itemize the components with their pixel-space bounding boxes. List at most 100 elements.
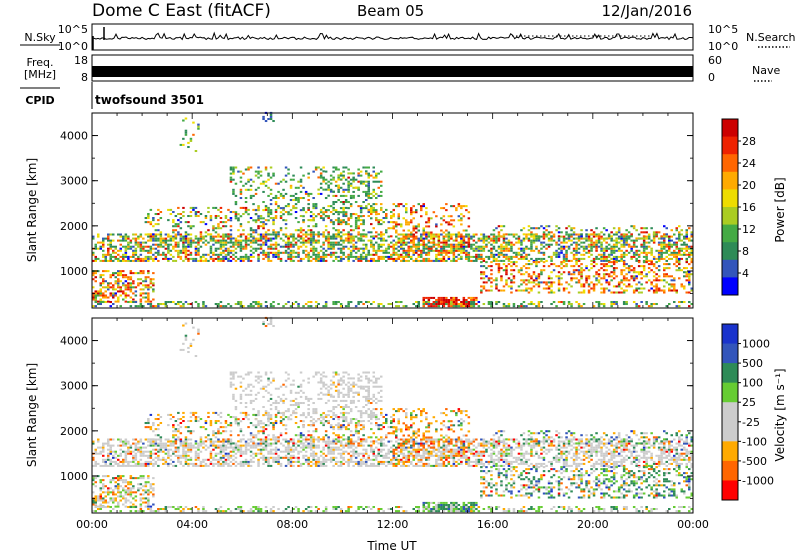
- velocity-cell: [247, 438, 250, 441]
- power-cell: [307, 301, 310, 304]
- power-cell: [324, 235, 328, 238]
- power-cell: [580, 263, 583, 266]
- power-cell: [663, 269, 666, 272]
- freq-panel: Freq. [MHz] 18 8 60 0 Nave: [24, 54, 781, 84]
- power-cell: [632, 269, 636, 272]
- power-cell: [297, 199, 300, 202]
- power-cell: [647, 233, 651, 236]
- velocity-cell: [174, 438, 178, 441]
- power-cell: [427, 303, 431, 306]
- power-cell: [625, 303, 628, 306]
- power-cell: [239, 301, 243, 304]
- power-cell: [690, 273, 693, 276]
- power-cell: [344, 166, 348, 169]
- power-cell: [259, 174, 263, 177]
- power-cell: [627, 251, 631, 254]
- power-cell: [167, 239, 170, 242]
- power-cell: [527, 247, 531, 250]
- power-cell: [435, 247, 438, 250]
- power-cell: [585, 245, 588, 248]
- power-cell: [495, 227, 498, 230]
- power-cell: [249, 178, 253, 181]
- power-cell: [267, 174, 270, 177]
- power-cell: [492, 239, 496, 242]
- velocity-cell: [182, 452, 185, 455]
- power-cell: [547, 291, 551, 294]
- power-cell: [134, 249, 138, 252]
- power-cell: [412, 243, 415, 246]
- velocity-cell: [292, 460, 295, 463]
- power-cell: [367, 166, 370, 169]
- power-cell: [119, 280, 122, 283]
- power-cell: [472, 296, 476, 299]
- power-cell: [142, 257, 145, 260]
- power-cell: [375, 251, 378, 254]
- power-cell: [134, 247, 138, 250]
- power-cell: [490, 273, 493, 276]
- power-cell: [239, 188, 243, 191]
- power-cell: [179, 213, 183, 216]
- power-cell: [427, 217, 431, 220]
- power-cell: [622, 279, 626, 282]
- power-cell: [385, 213, 388, 216]
- power-cell: [217, 253, 220, 256]
- velocity-cell: [102, 450, 105, 453]
- velocity-cell: [157, 450, 160, 453]
- power-cell: [317, 257, 320, 260]
- power-cell: [387, 247, 390, 250]
- power-cell: [455, 249, 458, 252]
- velocity-cell: [179, 444, 183, 447]
- power-cell: [244, 168, 248, 171]
- power-cell: [189, 303, 193, 306]
- power-cell: [339, 255, 343, 258]
- power-cell: [380, 303, 383, 306]
- power-cell: [319, 176, 323, 179]
- power-cell: [462, 239, 466, 242]
- power-cell: [149, 280, 153, 283]
- power-cell: [540, 243, 543, 246]
- power-cell: [267, 213, 270, 216]
- velocity-cell: [109, 458, 112, 461]
- power-cell: [437, 243, 441, 246]
- power-cell: [445, 235, 448, 238]
- power-cell: [415, 235, 418, 238]
- power-cell: [237, 229, 240, 232]
- power-cell: [297, 201, 300, 204]
- power-cell: [557, 283, 561, 286]
- power-cell: [149, 221, 153, 224]
- power-cell: [425, 245, 428, 248]
- power-cell: [607, 233, 611, 236]
- velocity-cell: [207, 464, 210, 467]
- power-cell: [605, 273, 608, 276]
- velocity-cell: [287, 444, 290, 447]
- velocity-cell: [177, 450, 180, 453]
- power-cell: [532, 279, 536, 282]
- power-cell: [337, 221, 340, 224]
- power-cell: [307, 208, 310, 211]
- power-cell: [580, 235, 583, 238]
- power-cell: [540, 269, 543, 272]
- power-cell: [457, 253, 461, 256]
- velocity-cell: [114, 456, 117, 459]
- power-cell: [377, 180, 380, 183]
- power-cell: [410, 209, 413, 212]
- power-cell: [570, 277, 573, 280]
- power-cell: [327, 188, 330, 191]
- power-cell: [663, 273, 666, 276]
- power-cell: [257, 219, 260, 222]
- power-cell: [349, 194, 353, 197]
- power-cell: [372, 227, 375, 230]
- power-cell: [117, 270, 120, 273]
- power-cell: [287, 237, 290, 240]
- power-cell: [214, 206, 218, 209]
- power-cell: [314, 225, 318, 228]
- power-cell: [149, 286, 153, 289]
- power-cell: [600, 259, 603, 262]
- power-cell: [432, 305, 436, 308]
- power-cell: [600, 283, 603, 286]
- velocity-cell: [222, 460, 225, 463]
- power-cell: [272, 221, 275, 224]
- power-cell: [367, 184, 370, 187]
- velocity-cell: [162, 456, 165, 459]
- power-cell: [357, 219, 360, 222]
